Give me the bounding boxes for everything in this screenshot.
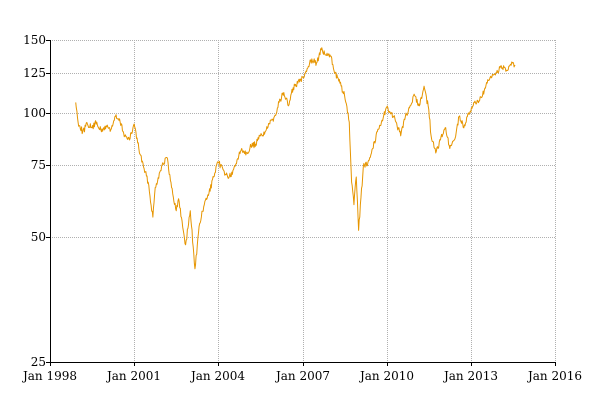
y-tick-label: 50 [31,230,46,244]
y-tick-label: 100 [23,106,46,120]
y-tick-label: 25 [31,355,46,369]
x-tick-label: Jan 2013 [442,369,498,383]
series-line [75,47,516,270]
y-tick-label: 125 [23,66,46,80]
y-tick-label: 150 [23,33,46,47]
series-layer [75,47,516,270]
y-tick-label: 75 [31,158,46,172]
y-tick-labels: 25 50 75 100 125 150 [23,33,46,369]
x-tick-label: Jan 2004 [189,369,245,383]
axes [46,40,556,366]
x-tick-label: Jan 2010 [358,369,414,383]
x-tick-labels: Jan 1998 Jan 2001 Jan 2004 Jan 2007 Jan 2010… [21,369,582,383]
x-tick-label: Jan 2007 [274,369,330,383]
x-tick-label: Jan 2001 [105,369,161,383]
x-gridlines [134,40,556,362]
x-tick-label: Jan 1998 [21,369,77,383]
x-tick-label: Jan 2016 [526,369,582,383]
